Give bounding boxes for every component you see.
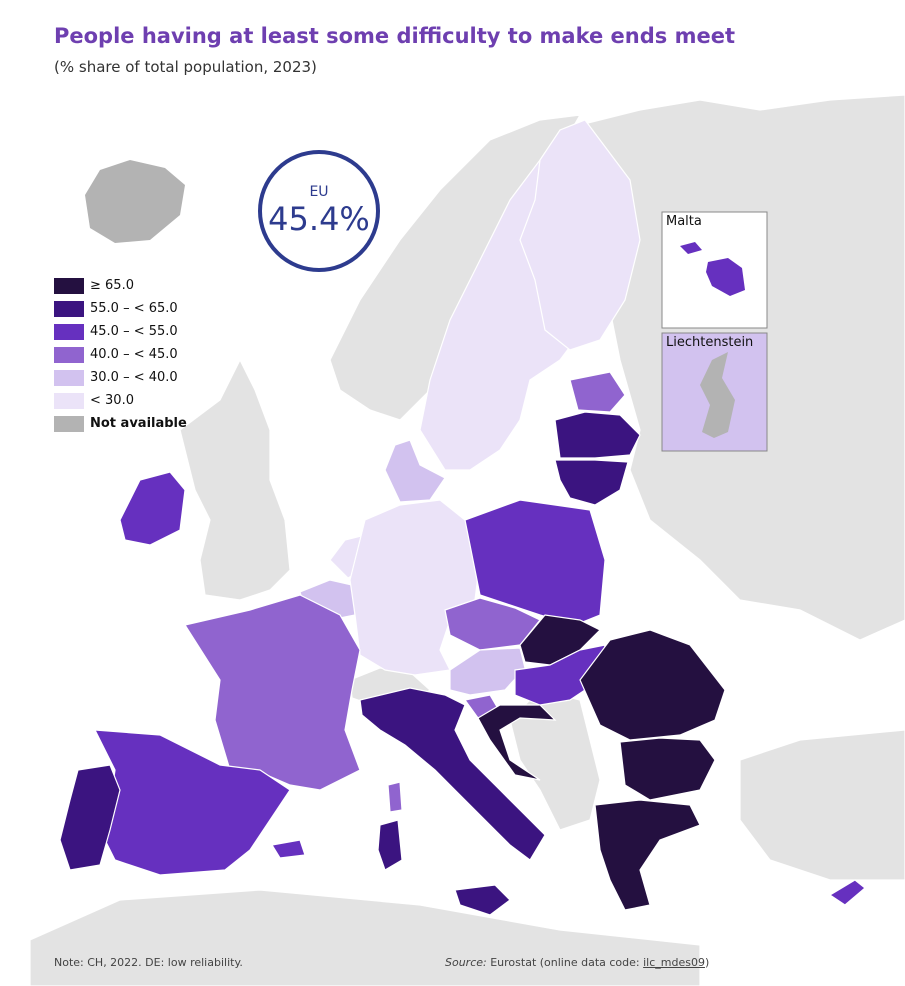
estonia-region [569, 371, 626, 413]
sicily-region [454, 884, 511, 916]
legend-item: ≥ 65.0 [54, 274, 187, 297]
legend-swatch [54, 369, 84, 386]
germany-region [349, 499, 481, 676]
legend-item: 40.0 – < 45.0 [54, 343, 187, 366]
denmark-region [384, 439, 446, 503]
legend-item: 30.0 – < 40.0 [54, 366, 187, 389]
legend-swatch [54, 300, 84, 317]
north-africa-region [29, 889, 701, 986]
liechtenstein-inset: Liechtenstein [662, 333, 767, 451]
source-text: Eurostat (online data code: [490, 956, 644, 969]
cyprus-region [828, 879, 866, 906]
eu-average-badge: EU 45.4% [258, 150, 380, 272]
croatia-region [477, 704, 557, 781]
legend-label: ≥ 65.0 [90, 278, 134, 293]
legend-swatch [54, 392, 84, 409]
ireland-region [119, 471, 186, 546]
chart-subtitle: (% share of total population, 2023) [54, 58, 317, 76]
bulgaria-region [619, 737, 716, 801]
iceland-region [85, 160, 185, 243]
france-region [184, 594, 361, 791]
legend-swatch [54, 323, 84, 340]
balearic-region [271, 839, 306, 859]
liechtenstein-inset-title: Liechtenstein [666, 335, 754, 350]
romania-region [579, 629, 726, 741]
legend-item: Not available [54, 412, 187, 435]
latvia-region [554, 411, 641, 459]
eu-badge-value: 45.4% [268, 200, 370, 238]
gozo-shape [680, 242, 702, 254]
poland-region [464, 499, 606, 626]
sardinia-region [377, 819, 403, 871]
legend-label: Not available [90, 416, 187, 431]
portugal-region [59, 764, 121, 871]
source-line: Source: Eurostat (online data code: ilc_… [445, 956, 709, 969]
legend-item: 45.0 – < 55.0 [54, 320, 187, 343]
slovakia-region [519, 614, 602, 666]
switzerland-neighbour-shape [700, 352, 735, 438]
finland-region [519, 119, 641, 351]
source-label: Source: [445, 956, 487, 969]
malta-inset: Malta [662, 212, 767, 328]
lithuania-region [554, 459, 629, 506]
legend-label: 40.0 – < 45.0 [90, 347, 178, 362]
legend-item: 55.0 – < 65.0 [54, 297, 187, 320]
source-close: ) [704, 956, 710, 969]
legend-item: < 30.0 [54, 389, 187, 412]
corsica-region [387, 781, 403, 813]
source-data-code-link[interactable]: ilc_mdes09 [643, 956, 705, 969]
malta-inset-title: Malta [666, 214, 702, 229]
eu-badge-label: EU [309, 184, 329, 200]
chart-title: People having at least some difficulty t… [54, 24, 736, 48]
malta-inset-map [661, 211, 768, 329]
italy-region [359, 687, 546, 861]
legend-label: 45.0 – < 55.0 [90, 324, 178, 339]
footnote: Note: CH, 2022. DE: low reliability. [54, 956, 243, 969]
legend: ≥ 65.0 55.0 – < 65.0 45.0 – < 55.0 40.0 … [54, 274, 187, 435]
legend-label: 30.0 – < 40.0 [90, 370, 178, 385]
malta-shape [706, 258, 745, 296]
legend-label: 55.0 – < 65.0 [90, 301, 178, 316]
liechtenstein-inset-map [661, 332, 768, 452]
legend-swatch [54, 277, 84, 294]
austria-region [449, 647, 526, 696]
uk-region [179, 358, 291, 601]
balkans-region [509, 689, 601, 831]
greece-region [594, 799, 701, 911]
turkey-region [739, 729, 905, 881]
legend-label: < 30.0 [90, 393, 134, 408]
legend-swatch [54, 415, 84, 432]
legend-swatch [54, 346, 84, 363]
